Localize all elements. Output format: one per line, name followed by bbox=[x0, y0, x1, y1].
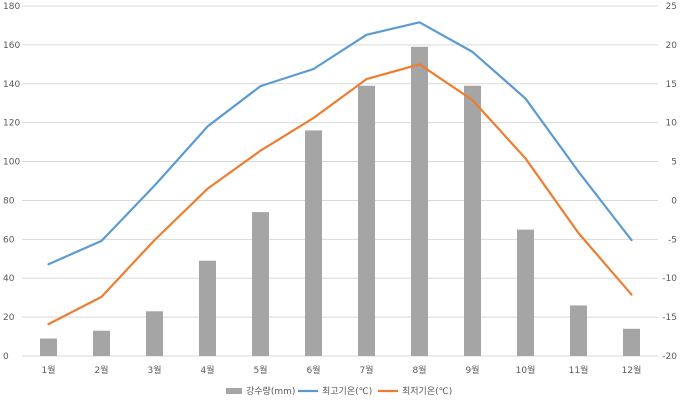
x-tick-label: 6월 bbox=[306, 364, 320, 376]
precipitation-bar bbox=[464, 85, 481, 356]
x-axis-ticks: 1월 2월 3월 4월 5월 6월 7월 8월 9월 10월 11월 12월 bbox=[41, 364, 641, 376]
left-y-tick-label: 140 bbox=[3, 80, 20, 90]
right-y-tick-label: -10 bbox=[662, 274, 677, 284]
right-y-tick-label: -15 bbox=[662, 313, 677, 323]
x-tick-label: 5월 bbox=[253, 364, 267, 376]
lines-layer bbox=[47, 21, 633, 326]
left-y-tick-label: 60 bbox=[3, 235, 15, 245]
left-y-tick-label: 40 bbox=[3, 274, 15, 284]
right-y-tick-label: -5 bbox=[668, 235, 677, 245]
left-y-tick-label: 160 bbox=[3, 41, 20, 51]
legend: 강수량(mm) 최고기온(℃) 최저기온(℃) bbox=[226, 385, 452, 397]
x-tick-label: 12월 bbox=[622, 364, 642, 376]
precipitation-bar bbox=[40, 338, 57, 356]
x-tick-label: 2월 bbox=[94, 364, 108, 376]
x-tick-label: 10월 bbox=[516, 364, 536, 376]
left-y-tick-label: 20 bbox=[3, 313, 15, 323]
precipitation-bar bbox=[570, 305, 587, 356]
precipitation-bar bbox=[411, 46, 428, 356]
precipitation-bar bbox=[517, 229, 534, 356]
x-tick-label: 9월 bbox=[465, 364, 479, 376]
left-y-tick-label: 180 bbox=[3, 2, 20, 12]
right-y-tick-label: 25 bbox=[666, 2, 677, 12]
left-y-tick-label: 120 bbox=[3, 119, 20, 129]
x-tick-label: 8월 bbox=[412, 364, 426, 376]
left-y-tick-label: 0 bbox=[3, 352, 9, 362]
right-y-tick-label: 15 bbox=[666, 80, 677, 90]
grid-layer bbox=[22, 5, 658, 357]
right-y-tick-label: 10 bbox=[666, 119, 678, 129]
legend-min-temp-label: 최저기온(℃) bbox=[402, 386, 452, 397]
precipitation-bar bbox=[199, 260, 216, 356]
left-y-tick-label: 80 bbox=[3, 196, 15, 206]
left-y-tick-label: 100 bbox=[3, 158, 20, 168]
min-temp-line bbox=[47, 63, 633, 326]
right-y-tick-label: 20 bbox=[666, 41, 678, 51]
left-y-axis-ticks: 0 20 40 60 80 100 120 140 160 180 bbox=[3, 2, 20, 362]
right-y-tick-label: -20 bbox=[662, 352, 677, 362]
x-tick-label: 4월 bbox=[200, 364, 214, 376]
max-temp-line bbox=[47, 21, 633, 266]
precipitation-bar bbox=[305, 130, 322, 356]
bars-layer bbox=[40, 46, 640, 356]
x-tick-label: 11월 bbox=[569, 364, 589, 376]
legend-max-temp-label: 최고기온(℃) bbox=[322, 386, 372, 397]
precipitation-bar bbox=[252, 212, 269, 356]
precipitation-bar bbox=[146, 311, 163, 356]
x-tick-label: 3월 bbox=[147, 364, 161, 376]
legend-precipitation-swatch bbox=[226, 388, 242, 394]
right-y-tick-label: 0 bbox=[671, 196, 677, 206]
legend-precipitation-label: 강수량(mm) bbox=[246, 385, 295, 397]
precipitation-bar bbox=[93, 330, 110, 356]
x-tick-label: 7월 bbox=[359, 364, 373, 376]
x-tick-label: 1월 bbox=[41, 364, 55, 376]
precipitation-bar bbox=[623, 328, 640, 356]
right-y-tick-label: 5 bbox=[671, 158, 677, 168]
precipitation-bar bbox=[358, 85, 375, 356]
right-y-axis-ticks: -20 -15 -10 -5 0 5 10 15 20 25 bbox=[662, 2, 677, 362]
